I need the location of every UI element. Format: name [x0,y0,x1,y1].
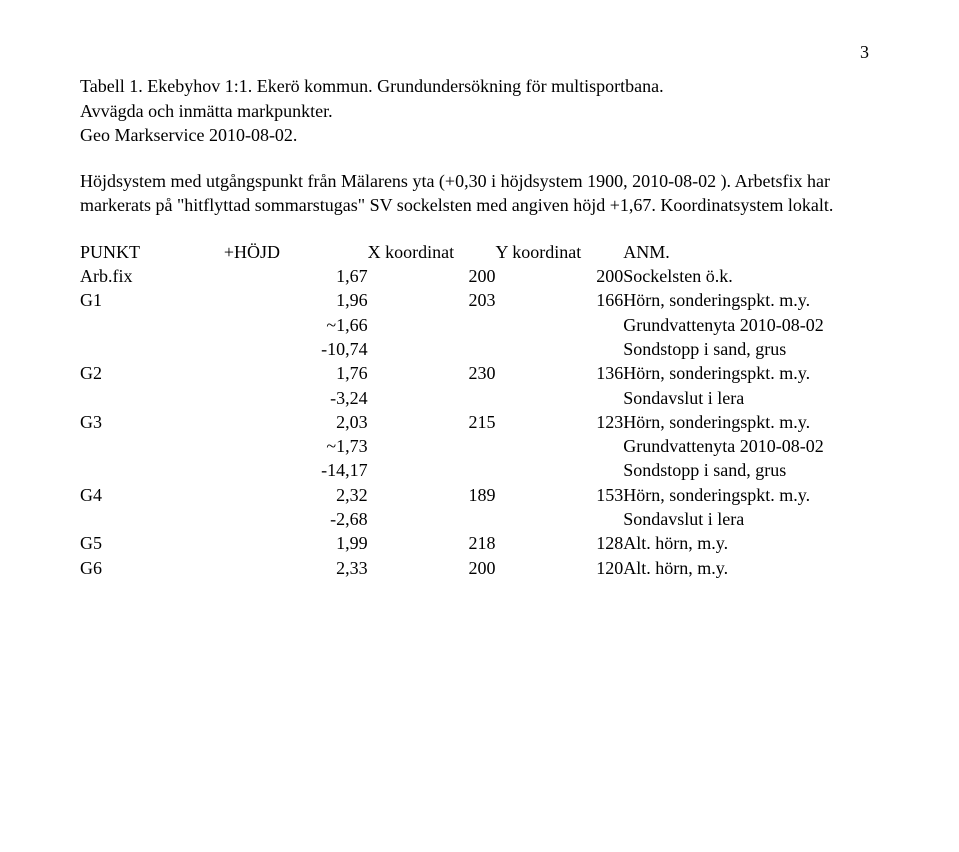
table-row: G5 1,99 218 128 Alt. hörn, m.y. [80,531,879,555]
cell-punkt: G4 [80,483,224,507]
cell-hojd: -10,74 [224,337,368,361]
cell-punkt: G6 [80,556,224,580]
cell-anm: Sockelsten ö.k. [623,264,879,288]
table-row: -14,17 Sondstopp i sand, grus [80,458,879,482]
cell-y: 153 [495,483,623,507]
title-line-1: Tabell 1. Ekebyhov 1:1. Ekerö kommun. Gr… [80,76,664,96]
cell-hojd: 1,76 [224,361,368,385]
cell-hojd: -3,24 [224,386,368,410]
header-y: Y koordinat [495,240,623,264]
cell-anm: Sondstopp i sand, grus [623,458,879,482]
cell-x: 218 [368,531,496,555]
cell-anm: Sondstopp i sand, grus [623,337,879,361]
table-row: -10,74 Sondstopp i sand, grus [80,337,879,361]
cell-hojd: 1,96 [224,288,368,312]
cell-anm: Grundvattenyta 2010-08-02 [623,434,879,458]
header-anm: ANM. [623,240,879,264]
intro-paragraph: Höjdsystem med utgångspunkt från Mälaren… [80,169,879,218]
table-row: G4 2,32 189 153 Hörn, sonderingspkt. m.y… [80,483,879,507]
cell-hojd: 1,99 [224,531,368,555]
table-row: ~1,73 Grundvattenyta 2010-08-02 [80,434,879,458]
cell-punkt: Arb.fix [80,264,224,288]
cell-anm: Sondavslut i lera [623,386,879,410]
title-line-2: Avvägda och inmätta markpunkter. [80,101,333,121]
header-punkt: PUNKT [80,240,224,264]
cell-anm: Sondavslut i lera [623,507,879,531]
cell-x: 200 [368,264,496,288]
cell-x: 215 [368,410,496,434]
cell-hojd: 1,67 [224,264,368,288]
cell-y: 123 [495,410,623,434]
table-row: G6 2,33 200 120 Alt. hörn, m.y. [80,556,879,580]
cell-anm: Hörn, sonderingspkt. m.y. [623,410,879,434]
cell-anm: Hörn, sonderingspkt. m.y. [623,361,879,385]
cell-y: 128 [495,531,623,555]
cell-punkt: G2 [80,361,224,385]
data-table: PUNKT +HÖJD X koordinat Y koordinat ANM.… [80,240,879,580]
cell-punkt: G3 [80,410,224,434]
table-row: -3,24 Sondavslut i lera [80,386,879,410]
cell-anm: Alt. hörn, m.y. [623,531,879,555]
page-number: 3 [80,40,879,64]
cell-hojd: -14,17 [224,458,368,482]
cell-hojd: 2,33 [224,556,368,580]
cell-anm: Hörn, sonderingspkt. m.y. [623,288,879,312]
cell-hojd: ~1,73 [224,434,368,458]
table-row: -2,68 Sondavslut i lera [80,507,879,531]
cell-x: 230 [368,361,496,385]
cell-y: 136 [495,361,623,385]
cell-x: 189 [368,483,496,507]
cell-y: 166 [495,288,623,312]
table-header-row: PUNKT +HÖJD X koordinat Y koordinat ANM. [80,240,879,264]
cell-hojd: ~1,66 [224,313,368,337]
cell-hojd: 2,03 [224,410,368,434]
table-row: G3 2,03 215 123 Hörn, sonderingspkt. m.y… [80,410,879,434]
cell-y: 200 [495,264,623,288]
header-hojd: +HÖJD [224,240,368,264]
header-x: X koordinat [368,240,496,264]
cell-punkt: G5 [80,531,224,555]
table-row: ~1,66 Grundvattenyta 2010-08-02 [80,313,879,337]
cell-x: 200 [368,556,496,580]
cell-y: 120 [495,556,623,580]
cell-anm: Alt. hörn, m.y. [623,556,879,580]
table-row: G1 1,96 203 166 Hörn, sonderingspkt. m.y… [80,288,879,312]
table-row: Arb.fix 1,67 200 200 Sockelsten ö.k. [80,264,879,288]
cell-hojd: 2,32 [224,483,368,507]
table-row: G2 1,76 230 136 Hörn, sonderingspkt. m.y… [80,361,879,385]
title-line-3: Geo Markservice 2010-08-02. [80,125,297,145]
cell-x: 203 [368,288,496,312]
title-block: Tabell 1. Ekebyhov 1:1. Ekerö kommun. Gr… [80,74,879,147]
cell-anm: Hörn, sonderingspkt. m.y. [623,483,879,507]
cell-punkt: G1 [80,288,224,312]
cell-anm: Grundvattenyta 2010-08-02 [623,313,879,337]
cell-hojd: -2,68 [224,507,368,531]
